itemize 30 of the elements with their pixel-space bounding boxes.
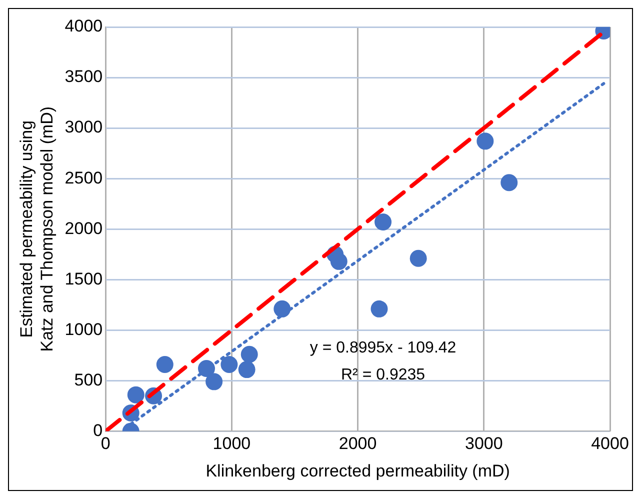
x-axis-title: Klinkenberg corrected permeability (mD) [206, 461, 510, 480]
y-tick-label: 3500 [64, 67, 103, 86]
point [206, 373, 223, 390]
point [410, 250, 427, 267]
point [370, 300, 388, 318]
annotation: y = 0.8995x - 109.42 [310, 340, 456, 357]
point [127, 386, 144, 404]
point [238, 361, 256, 378]
y-tick-label: 2500 [64, 168, 103, 188]
point [374, 214, 392, 231]
point [500, 174, 518, 192]
point [220, 356, 238, 374]
y-tick-label: 4000 [64, 16, 103, 36]
y-axis-title: Estimated permeability using Katz and Thompson model (mD) [16, 106, 56, 352]
y-tick-label: 1000 [64, 320, 103, 339]
point [330, 252, 348, 270]
x-tick-label: 4000 [591, 434, 629, 454]
point [274, 300, 291, 318]
y-tick-label: 3000 [64, 118, 103, 137]
x-tick-label: 2000 [338, 434, 377, 454]
x-tick-label: 3000 [464, 434, 503, 454]
point [240, 346, 258, 363]
point [476, 132, 494, 150]
y-tick-label: 0 [93, 420, 103, 440]
x-tick-label: 1000 [212, 434, 251, 454]
y-tick-label: 2000 [64, 218, 103, 238]
annotation: R² = 0.9235 [340, 366, 426, 384]
point [156, 356, 174, 374]
y-tick-label: 1500 [64, 269, 103, 288]
y-tick-label: 500 [74, 370, 103, 390]
